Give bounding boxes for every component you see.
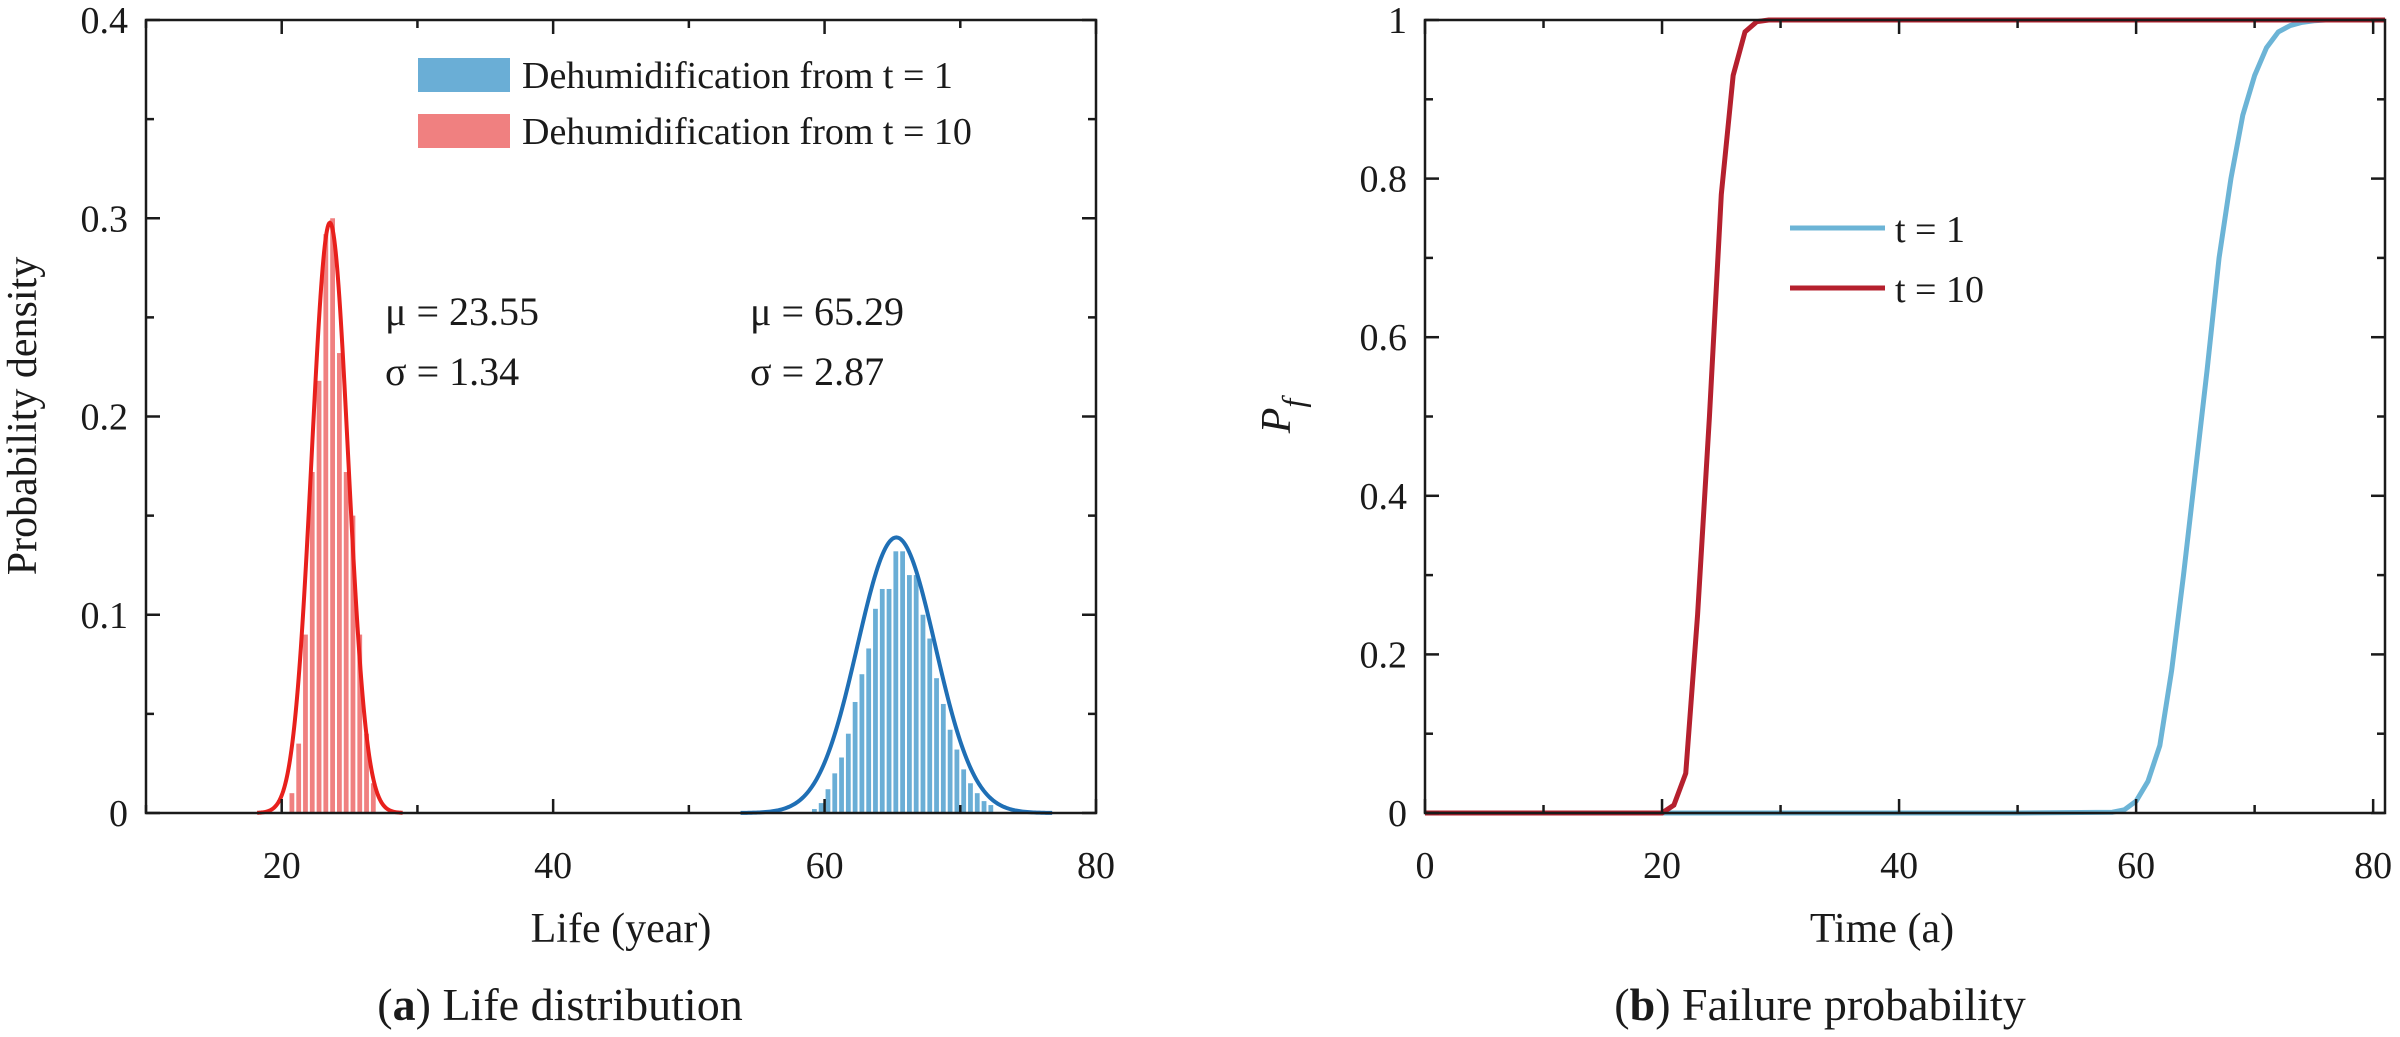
- line-t1: [1425, 17, 2385, 816]
- x-axis-label-a: Life (year): [531, 906, 712, 952]
- hist-bar: [832, 773, 838, 813]
- x-tick-label: 80: [2354, 845, 2392, 887]
- hist-bar: [920, 614, 926, 813]
- density-curve-t1: [740, 535, 1053, 815]
- y-tick-label: 0.3: [81, 198, 129, 240]
- hist-bar: [988, 805, 994, 813]
- hist-bar: [852, 701, 858, 813]
- hist-bar: [974, 793, 980, 813]
- hist-bar: [913, 575, 919, 813]
- plot-frame-b: [1423, 18, 2387, 815]
- y-tick-label: 0.1: [81, 595, 129, 637]
- annotation-mu-t1: μ = 65.29: [750, 289, 904, 334]
- x-tick-label: 60: [2117, 845, 2155, 887]
- y-tick-label: 0.8: [1360, 159, 1408, 201]
- y-axis-label-a: Probability density: [0, 257, 46, 576]
- x-tick-label: 40: [534, 845, 572, 887]
- legend-label-line-t1: t = 1: [1895, 209, 1965, 251]
- y-tick-label: 0.2: [1360, 634, 1408, 676]
- hist-bar: [886, 588, 892, 813]
- y-tick-labels-b: 0 0.2 0.4 0.6 0.8 1: [1360, 0, 1408, 835]
- y-tick-label: 1: [1388, 0, 1407, 42]
- x-tick-label: 0: [1416, 845, 1435, 887]
- hist-bar: [357, 634, 363, 813]
- hist-bar: [879, 588, 885, 813]
- annotation-sigma-t10: σ = 1.34: [385, 349, 519, 394]
- hist-bar: [350, 515, 356, 813]
- bars-dehumidification-t10: [289, 218, 376, 814]
- x-tick-label: 40: [1880, 845, 1918, 887]
- x-tick-label: 80: [1077, 845, 1115, 887]
- hist-bar: [859, 674, 865, 813]
- y-tick-label: 0.4: [81, 0, 129, 42]
- y-tick-label: 0.6: [1360, 317, 1408, 359]
- panel-b-failure-probability: 0 20 40 60 80 0 0.2 0.4 0.6 0.8 1 t = 1 t = 10 Ti…: [1254, 0, 2392, 1030]
- hist-bar: [364, 733, 369, 813]
- line-t10: [1425, 17, 2385, 816]
- hist-bar: [981, 801, 987, 813]
- legend-label-t10: Dehumidification from t = 10: [522, 111, 972, 153]
- hist-bar: [303, 634, 308, 813]
- y-tick-label: 0.4: [1360, 476, 1408, 518]
- hist-bar: [954, 749, 960, 813]
- hist-bar: [900, 551, 905, 813]
- hist-bar: [289, 793, 295, 813]
- y-tick-label: 0.2: [81, 397, 129, 439]
- hist-bar: [866, 648, 872, 813]
- hist-bar: [323, 234, 329, 814]
- density-curve-t10: [257, 220, 403, 815]
- x-axis-label-b: Time (a): [1810, 906, 1954, 952]
- y-tick-label: 0: [1388, 793, 1407, 835]
- legend-label-t1: Dehumidification from t = 1: [522, 55, 953, 97]
- x-tick-label: 20: [1643, 845, 1681, 887]
- caption-a: (a) Life distribution: [377, 979, 742, 1030]
- hist-bar: [907, 575, 912, 813]
- annotation-sigma-t1: σ = 2.87: [750, 349, 884, 394]
- x-tick-labels-a: 20 40 60 80: [263, 845, 1115, 887]
- x-tick-label: 60: [806, 845, 844, 887]
- hist-bar: [296, 743, 302, 813]
- hist-bar: [961, 769, 967, 813]
- legend-b: t = 1 t = 10: [1790, 209, 1984, 311]
- hist-bar: [947, 729, 953, 813]
- hist-bar: [873, 608, 878, 813]
- hist-bar: [309, 472, 315, 813]
- caption-b: (b) Failure probability: [1614, 979, 2025, 1030]
- hist-bar: [845, 733, 851, 813]
- hist-bar: [316, 380, 322, 813]
- legend-label-line-t10: t = 10: [1895, 269, 1984, 311]
- bars-dehumidification-t1: [812, 551, 994, 813]
- x-tick-labels-b: 0 20 40 60 80: [1416, 845, 2393, 887]
- x-tick-label: 20: [263, 845, 301, 887]
- annotation-mu-t10: μ = 23.55: [385, 289, 539, 334]
- legend-swatch-t1: [418, 58, 510, 92]
- ticks-a: [144, 18, 1098, 815]
- y-tick-labels-a: 0 0.1 0.2 0.3 0.4: [81, 0, 129, 835]
- legend-a: Dehumidification from t = 1 Dehumidifica…: [418, 55, 972, 153]
- hist-bar: [330, 218, 335, 813]
- hist-bar: [337, 353, 342, 813]
- hist-bar: [940, 703, 946, 813]
- hist-bar: [927, 638, 933, 813]
- hist-bar: [370, 783, 376, 813]
- panel-a-life-distribution: 20 40 60 80 0 0.1 0.2 0.3 0.4 Dehumidification …: [0, 0, 1115, 1030]
- hist-bar: [968, 783, 973, 813]
- hist-bar: [818, 803, 824, 813]
- ticks-b: [1423, 18, 2385, 815]
- hist-bar: [825, 789, 831, 813]
- hist-bar: [934, 678, 939, 813]
- hist-bar: [839, 757, 844, 813]
- hist-bar: [893, 551, 899, 813]
- y-axis-label-b: Pf: [1254, 395, 1311, 435]
- hist-bar: [343, 472, 349, 813]
- hist-bar: [812, 809, 817, 813]
- legend-swatch-t10: [418, 114, 510, 148]
- y-tick-label: 0: [109, 793, 128, 835]
